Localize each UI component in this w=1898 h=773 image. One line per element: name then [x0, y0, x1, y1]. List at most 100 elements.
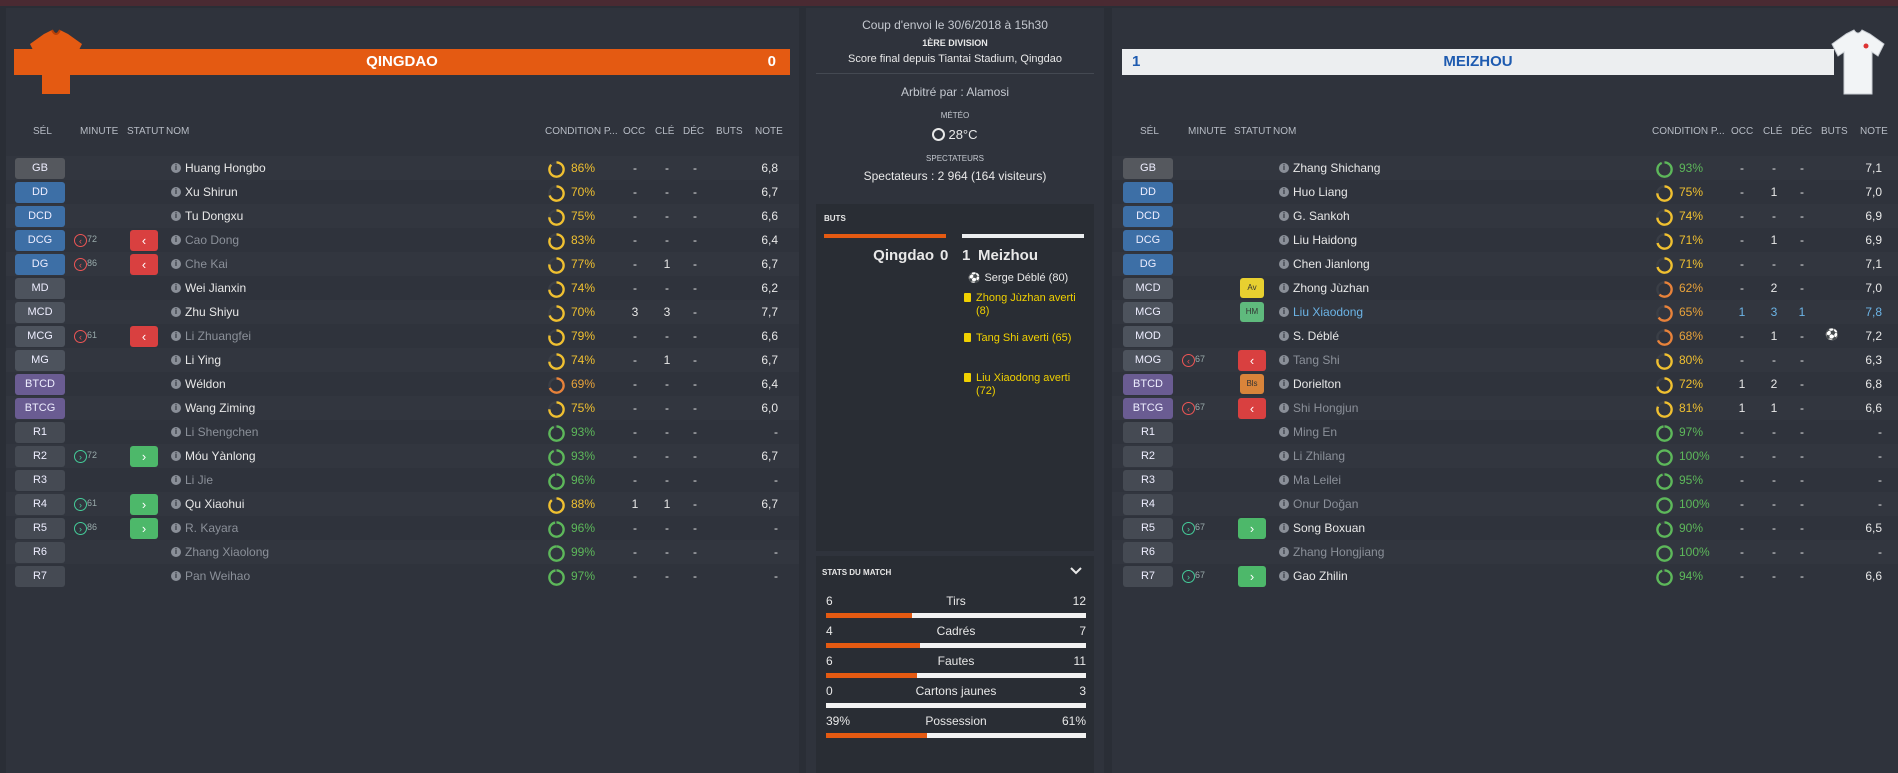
player-name[interactable]: Zhang Xiaolong — [185, 545, 270, 559]
player-name[interactable]: G. Sankoh — [1293, 209, 1350, 223]
info-icon[interactable]: i — [171, 355, 181, 365]
info-icon[interactable]: i — [1279, 379, 1289, 389]
player-name[interactable]: Qu Xiaohui — [185, 497, 245, 511]
player-row[interactable]: R7 › 67 › i Gao Zhilin 94% - - -6,6 — [1112, 564, 1898, 588]
info-icon[interactable]: i — [171, 331, 181, 341]
header-occ[interactable]: OCC — [1731, 126, 1754, 137]
player-row[interactable]: R4 i Onur Doğan 100% - - - - — [1112, 492, 1898, 516]
player-name[interactable]: Chen Jianlong — [1293, 257, 1370, 271]
position-badge[interactable]: MCD — [15, 302, 65, 323]
position-badge[interactable]: R4 — [15, 494, 65, 515]
info-icon[interactable]: i — [171, 451, 181, 461]
info-icon[interactable]: i — [171, 235, 181, 245]
player-row[interactable]: R2 i Li Zhilang 100% - - - - — [1112, 444, 1898, 468]
player-name[interactable]: Che Kai — [185, 257, 228, 271]
info-icon[interactable]: i — [1279, 283, 1289, 293]
player-row[interactable]: DD i Huo Liang 75% - 1 - 7,0 — [1112, 180, 1898, 204]
position-badge[interactable]: DCD — [15, 206, 65, 227]
position-badge[interactable]: DD — [1123, 182, 1173, 203]
status-badge[interactable]: HM — [1240, 302, 1264, 322]
position-badge[interactable]: R5 — [15, 518, 65, 539]
position-badge[interactable]: R1 — [15, 422, 65, 443]
sub-on-icon[interactable]: › — [130, 446, 158, 467]
player-name[interactable]: R. Kayara — [185, 521, 239, 535]
sub-on-icon[interactable]: › — [130, 494, 158, 515]
header-dec[interactable]: DÉC — [1791, 126, 1813, 137]
player-row[interactable]: MG i Li Ying 74% - 1 - 6,7 — [6, 348, 799, 372]
position-badge[interactable]: R2 — [15, 446, 65, 467]
header-nom[interactable]: NOM — [1273, 126, 1297, 137]
position-badge[interactable]: MD — [15, 278, 65, 299]
player-name[interactable]: Onur Doğan — [1293, 497, 1359, 511]
player-name[interactable]: Xu Shirun — [185, 185, 238, 199]
info-icon[interactable]: i — [1279, 187, 1289, 197]
sub-off-icon[interactable]: ‹ — [130, 230, 158, 251]
player-row[interactable]: MCD Av i Zhong Jùzhan 62% - 2 - 7,0 — [1112, 276, 1898, 300]
player-row[interactable]: MCG ‹ 61 ‹ i Li Zhuangfei 79% - - -6,6 — [6, 324, 799, 348]
position-badge[interactable]: R3 — [1123, 470, 1173, 491]
position-badge[interactable]: R2 — [1123, 446, 1173, 467]
player-row[interactable]: DG ‹ 86 ‹ i Che Kai 77% -1-6,7 — [6, 252, 799, 276]
header-sel[interactable]: SÉL — [1140, 126, 1159, 137]
info-icon[interactable]: i — [1279, 259, 1289, 269]
player-row[interactable]: MOG ‹ 67 ‹ i Tang Shi 80% - - -6,3 — [1112, 348, 1898, 372]
player-row[interactable]: DCG ‹ 72 ‹ i Cao Dong 83% - - -6,4 — [6, 228, 799, 252]
player-name[interactable]: Li Zhuangfei — [185, 329, 252, 343]
info-icon[interactable]: i — [1279, 307, 1289, 317]
info-icon[interactable]: i — [1279, 475, 1289, 485]
sub-off-icon[interactable]: ‹ — [130, 326, 158, 347]
player-row[interactable]: DCD i G. Sankoh 74% - - - 6,9 — [1112, 204, 1898, 228]
position-badge[interactable]: MCD — [1123, 278, 1173, 299]
info-icon[interactable]: i — [1279, 163, 1289, 173]
info-icon[interactable]: i — [171, 523, 181, 533]
header-nom[interactable]: NOM — [166, 126, 190, 137]
info-icon[interactable]: i — [171, 475, 181, 485]
sub-on-icon[interactable]: › — [1238, 518, 1266, 539]
player-row[interactable]: GB i Huang Hongbo 86% - - - 6,8 — [6, 156, 799, 180]
header-minute[interactable]: MINUTE — [1188, 126, 1227, 137]
info-icon[interactable]: i — [1279, 571, 1289, 581]
header-occ[interactable]: OCC — [623, 126, 646, 137]
player-name[interactable]: Tu Dongxu — [185, 209, 244, 223]
header-note[interactable]: NOTE — [755, 126, 783, 137]
player-name[interactable]: Cao Dong — [185, 233, 240, 247]
sub-off-icon[interactable]: ‹ — [130, 254, 158, 275]
position-badge[interactable]: MOG — [1123, 350, 1173, 371]
info-icon[interactable]: i — [1279, 523, 1289, 533]
info-icon[interactable]: i — [171, 427, 181, 437]
player-name[interactable]: Pan Weihao — [185, 569, 251, 583]
player-name[interactable]: Huo Liang — [1293, 185, 1348, 199]
player-name[interactable]: Dorielton — [1293, 377, 1342, 391]
header-statut[interactable]: STATUT — [127, 126, 165, 137]
player-name[interactable]: Shi Hongjun — [1293, 401, 1359, 415]
player-row[interactable]: R6 i Zhang Xiaolong 99% - - - - — [6, 540, 799, 564]
player-name[interactable]: Móu Yànlong — [185, 449, 256, 463]
position-badge[interactable]: R1 — [1123, 422, 1173, 443]
position-badge[interactable]: DG — [15, 254, 65, 275]
position-badge[interactable]: MOD — [1123, 326, 1173, 347]
player-row[interactable]: MD i Wei Jianxin 74% - - - 6,2 — [6, 276, 799, 300]
info-icon[interactable]: i — [171, 547, 181, 557]
player-row[interactable]: R1 i Ming En 97% - - - - — [1112, 420, 1898, 444]
info-icon[interactable]: i — [171, 283, 181, 293]
player-row[interactable]: R3 i Ma Leilei 95% - - - - — [1112, 468, 1898, 492]
player-name[interactable]: Ma Leilei — [1293, 473, 1342, 487]
player-name[interactable]: Zhong Jùzhan — [1293, 281, 1370, 295]
info-icon[interactable]: i — [171, 307, 181, 317]
info-icon[interactable]: i — [171, 379, 181, 389]
player-name[interactable]: Li Jie — [185, 473, 214, 487]
chevron-down-icon[interactable] — [1070, 566, 1082, 576]
info-icon[interactable]: i — [1279, 331, 1289, 341]
position-badge[interactable]: BTCD — [15, 374, 65, 395]
header-sel[interactable]: SÉL — [33, 126, 52, 137]
header-buts[interactable]: BUTS — [716, 126, 743, 137]
player-row[interactable]: BTCD Bls i Dorielton 72% 1 2 - 6,8 — [1112, 372, 1898, 396]
player-row[interactable]: DG i Chen Jianlong 71% - - - 7,1 — [1112, 252, 1898, 276]
player-row[interactable]: R6 i Zhang Hongjiang 100% - - - - — [1112, 540, 1898, 564]
position-badge[interactable]: DD — [15, 182, 65, 203]
player-name[interactable]: Huang Hongbo — [185, 161, 266, 175]
position-badge[interactable]: DG — [1123, 254, 1173, 275]
position-badge[interactable]: R4 — [1123, 494, 1173, 515]
info-icon[interactable]: i — [1279, 235, 1289, 245]
position-badge[interactable]: R7 — [1123, 566, 1173, 587]
